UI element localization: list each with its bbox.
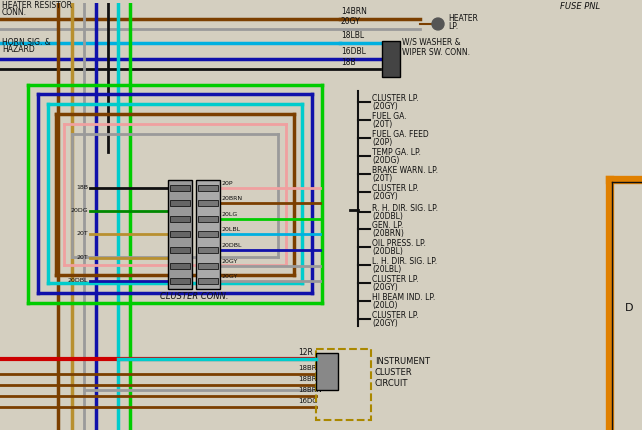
Bar <box>196 180 220 289</box>
Text: GEN. LP.: GEN. LP. <box>372 221 403 230</box>
Text: 20GY: 20GY <box>222 274 238 279</box>
Text: 20DBL: 20DBL <box>222 243 243 248</box>
Text: (20LO): (20LO) <box>372 301 397 310</box>
Text: TEMP GA. LP.: TEMP GA. LP. <box>372 148 421 157</box>
Text: 18BRN: 18BRN <box>298 387 322 393</box>
Text: BRAKE WARN. LP.: BRAKE WARN. LP. <box>372 166 438 175</box>
Text: CLUSTER LP.: CLUSTER LP. <box>372 184 419 193</box>
Text: (20LBL): (20LBL) <box>372 265 401 274</box>
Text: 18BRN: 18BRN <box>298 376 322 382</box>
Bar <box>198 263 218 268</box>
Text: CLUSTER CONN.: CLUSTER CONN. <box>160 292 229 301</box>
Text: 18B: 18B <box>341 58 356 67</box>
Text: HORN SIG. &: HORN SIG. & <box>2 38 51 47</box>
Text: (20T): (20T) <box>372 120 392 129</box>
Bar <box>170 247 190 253</box>
Bar <box>382 41 400 77</box>
Text: (20DBL): (20DBL) <box>372 212 403 221</box>
Text: (20BRN): (20BRN) <box>372 230 404 238</box>
Text: 20LG: 20LG <box>222 212 238 217</box>
Bar <box>170 200 190 206</box>
Text: 20LBL: 20LBL <box>222 227 241 233</box>
Text: 20DG: 20DG <box>71 208 88 213</box>
Text: (20DG): (20DG) <box>372 156 399 165</box>
Text: (20GY): (20GY) <box>372 192 398 201</box>
Text: HEATER RESISTOR: HEATER RESISTOR <box>2 1 72 10</box>
Circle shape <box>432 18 444 30</box>
Text: (20P): (20P) <box>372 138 392 147</box>
Text: 20GY: 20GY <box>341 17 361 26</box>
Text: 20T: 20T <box>76 255 88 260</box>
Text: FUSE PNL: FUSE PNL <box>560 2 600 11</box>
Text: CLUSTER: CLUSTER <box>375 369 413 378</box>
Text: (20DBL): (20DBL) <box>372 247 403 256</box>
Bar <box>316 353 338 390</box>
Text: CLUSTER LP.: CLUSTER LP. <box>372 275 419 284</box>
Bar <box>170 263 190 268</box>
Text: FUEL GA.: FUEL GA. <box>372 112 406 121</box>
Bar <box>168 180 192 289</box>
Bar <box>198 185 218 191</box>
Text: (20GY): (20GY) <box>372 319 398 328</box>
Text: 16DG: 16DG <box>298 398 318 404</box>
Text: 20T: 20T <box>76 231 88 236</box>
Bar <box>170 216 190 222</box>
Text: 18LBL: 18LBL <box>341 31 364 40</box>
Text: INSTRUMENT: INSTRUMENT <box>375 357 430 366</box>
Text: (20T): (20T) <box>372 174 392 183</box>
Bar <box>198 231 218 237</box>
Text: HAZARD: HAZARD <box>2 45 35 54</box>
Text: HI BEAM IND. LP.: HI BEAM IND. LP. <box>372 293 435 302</box>
Text: 18BRN: 18BRN <box>298 366 322 372</box>
Text: CONN.: CONN. <box>2 8 27 17</box>
Text: 14BRN: 14BRN <box>341 7 367 16</box>
Bar <box>170 278 190 284</box>
Text: CLUSTER LP.: CLUSTER LP. <box>372 95 419 104</box>
Text: LP.: LP. <box>448 22 458 31</box>
Text: D: D <box>625 303 634 313</box>
Text: OIL PRESS. LP.: OIL PRESS. LP. <box>372 240 426 249</box>
Text: (20GY): (20GY) <box>372 102 398 111</box>
Bar <box>198 247 218 253</box>
Text: 20GY: 20GY <box>222 258 238 264</box>
Text: 20P: 20P <box>222 181 234 186</box>
Text: R. H. DIR. SIG. LP.: R. H. DIR. SIG. LP. <box>372 204 438 212</box>
Text: (20GY): (20GY) <box>372 283 398 292</box>
Text: 20BRN: 20BRN <box>222 197 243 201</box>
Text: HEATER: HEATER <box>448 14 478 23</box>
Text: L. H. DIR. SIG. LP.: L. H. DIR. SIG. LP. <box>372 257 437 266</box>
Bar <box>316 349 371 420</box>
Text: 16DBL: 16DBL <box>341 47 366 56</box>
Bar <box>198 200 218 206</box>
Bar <box>170 231 190 237</box>
Text: W/S WASHER &: W/S WASHER & <box>402 38 460 47</box>
Text: CLUSTER LP.: CLUSTER LP. <box>372 311 419 320</box>
Text: 18B: 18B <box>76 185 88 190</box>
Bar <box>198 278 218 284</box>
Text: WIPER SW. CONN.: WIPER SW. CONN. <box>402 48 470 57</box>
Text: FUEL GA. FEED: FUEL GA. FEED <box>372 130 429 139</box>
Bar <box>170 185 190 191</box>
Text: CIRCUIT: CIRCUIT <box>375 379 408 388</box>
Text: 20DBL: 20DBL <box>67 278 88 283</box>
Bar <box>198 216 218 222</box>
Text: 12R: 12R <box>298 347 313 356</box>
